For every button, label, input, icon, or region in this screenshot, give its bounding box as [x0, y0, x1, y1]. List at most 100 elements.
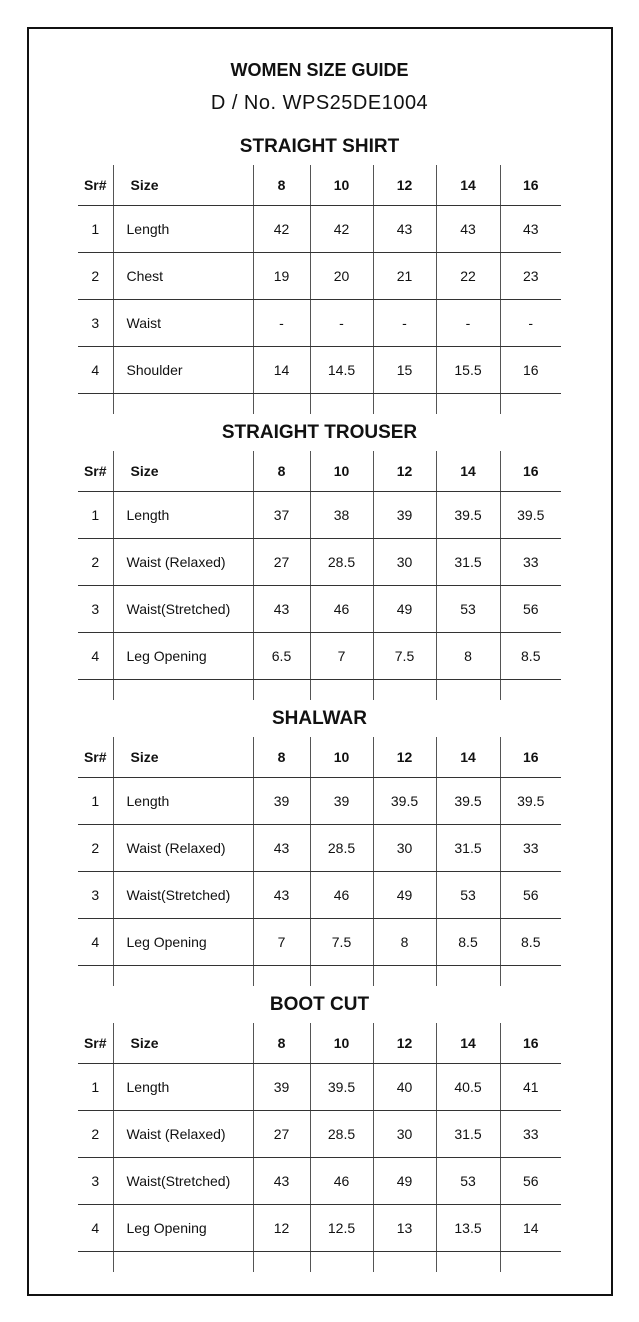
table-row: 2 Waist (Relaxed) 27 28.5 30 31.5 33: [78, 1110, 561, 1158]
table-cell: 43: [252, 585, 310, 633]
table-cell: 4: [78, 632, 113, 680]
table-cell: Waist: [112, 299, 253, 347]
table-row: 4 Leg Opening 7 7.5 8 8.5 8.5: [78, 918, 561, 966]
table-cell: 20: [309, 252, 373, 300]
table-cell: Length: [112, 491, 253, 539]
table-row: 4 Shoulder 14 14.5 15 15.5 16: [78, 346, 561, 394]
column-header: Sr#: [78, 737, 113, 778]
blank-cell: [372, 1251, 436, 1272]
table-cell: 31.5: [435, 538, 500, 586]
size-table: Sr# Size 8 10 12 14 16 1 Length 39 39.5 40 40.5 41 2 Wa…: [78, 1023, 561, 1272]
table-cell: 40: [372, 1063, 436, 1111]
table-cell: 42: [309, 205, 373, 253]
table-cell: 43: [252, 824, 310, 872]
blank-cell: [112, 393, 253, 414]
table-cell: 39.5: [499, 491, 561, 539]
column-header: 8: [252, 165, 310, 206]
table-row: 4 Leg Opening 6.5 7 7.5 8 8.5: [78, 632, 561, 680]
table-cell: 7: [309, 632, 373, 680]
table-cell: 40.5: [435, 1063, 500, 1111]
blank-row: [78, 679, 561, 700]
table-cell: 28.5: [309, 824, 373, 872]
table-cell: 53: [435, 585, 500, 633]
table-cell: 13.5: [435, 1204, 500, 1252]
table-row: 4 Leg Opening 12 12.5 13 13.5 14: [78, 1204, 561, 1252]
blank-cell: [252, 679, 310, 700]
blank-cell: [372, 679, 436, 700]
table-cell: Length: [112, 205, 253, 253]
table-row: 1 Length 37 38 39 39.5 39.5: [78, 491, 561, 539]
table-cell: 19: [252, 252, 310, 300]
table-cell: Waist(Stretched): [112, 1157, 253, 1205]
table-cell: 8.5: [435, 918, 500, 966]
column-header: 12: [372, 451, 436, 492]
table-cell: 39.5: [309, 1063, 373, 1111]
table-cell: 43: [252, 871, 310, 919]
table-cell: 2: [78, 824, 113, 872]
table-cell: 14: [499, 1204, 561, 1252]
table-cell: 7.5: [309, 918, 373, 966]
table-cell: 49: [372, 1157, 436, 1205]
table-cell: 39.5: [372, 777, 436, 825]
table-cell: -: [372, 299, 436, 347]
column-header: 16: [499, 451, 561, 492]
blank-cell: [435, 393, 500, 414]
table-cell: Waist (Relaxed): [112, 538, 253, 586]
table-cell: -: [309, 299, 373, 347]
table-cell: Waist(Stretched): [112, 585, 253, 633]
column-header: Sr#: [78, 1023, 113, 1064]
column-header: 14: [435, 737, 500, 778]
blank-cell: [78, 394, 113, 415]
header-row: Sr# Size 8 10 12 14 16: [78, 451, 561, 492]
section-title: STRAIGHT SHIRT: [239, 136, 400, 157]
table-cell: 46: [309, 1157, 373, 1205]
table-cell: 4: [78, 1204, 113, 1252]
table-cell: Leg Opening: [112, 632, 253, 680]
section-title: SHALWAR: [272, 708, 367, 729]
column-header: 8: [252, 737, 310, 778]
table-cell: 46: [309, 585, 373, 633]
table-cell: 8.5: [499, 632, 561, 680]
blank-cell: [112, 1251, 253, 1272]
column-header: 10: [309, 1023, 373, 1064]
table-cell: 6.5: [252, 632, 310, 680]
table-cell: 42: [252, 205, 310, 253]
table-cell: 39: [372, 491, 436, 539]
page-title: WOMEN SIZE GUIDE: [230, 60, 409, 80]
table-cell: 12.5: [309, 1204, 373, 1252]
table-cell: 39: [252, 777, 310, 825]
table-cell: -: [435, 299, 500, 347]
table-row: 3 Waist - - - - -: [78, 299, 561, 347]
size-table-section: STRAIGHT SHIRT Sr# Size 8 10 12 14 16 1 Length 42 4…: [78, 127, 561, 414]
table-cell: 4: [78, 918, 113, 966]
table-cell: 28.5: [309, 1110, 373, 1158]
blank-cell: [112, 965, 253, 986]
table-cell: 15: [372, 346, 436, 394]
blank-cell: [309, 393, 373, 414]
blank-cell: [309, 679, 373, 700]
table-cell: 28.5: [309, 538, 373, 586]
column-header: Size: [112, 737, 253, 778]
table-cell: 3: [78, 1157, 113, 1205]
column-header: 16: [499, 737, 561, 778]
blank-cell: [435, 1251, 500, 1272]
table-cell: 43: [435, 205, 500, 253]
table-cell: 4: [78, 346, 113, 394]
design-number: D / No. WPS25DE1004: [210, 92, 429, 114]
blank-cell: [309, 965, 373, 986]
column-header: 16: [499, 1023, 561, 1064]
column-header: Sr#: [78, 165, 113, 206]
column-header: Size: [112, 1023, 253, 1064]
table-cell: 41: [499, 1063, 561, 1111]
blank-row: [78, 965, 561, 986]
column-header: 12: [372, 165, 436, 206]
table-cell: 37: [252, 491, 310, 539]
blank-cell: [499, 393, 561, 414]
table-row: 2 Waist (Relaxed) 27 28.5 30 31.5 33: [78, 538, 561, 586]
table-cell: 53: [435, 1157, 500, 1205]
table-cell: 33: [499, 1110, 561, 1158]
table-cell: 56: [499, 585, 561, 633]
blank-cell: [78, 1252, 113, 1273]
column-header: 12: [372, 1023, 436, 1064]
blank-row: [78, 393, 561, 415]
